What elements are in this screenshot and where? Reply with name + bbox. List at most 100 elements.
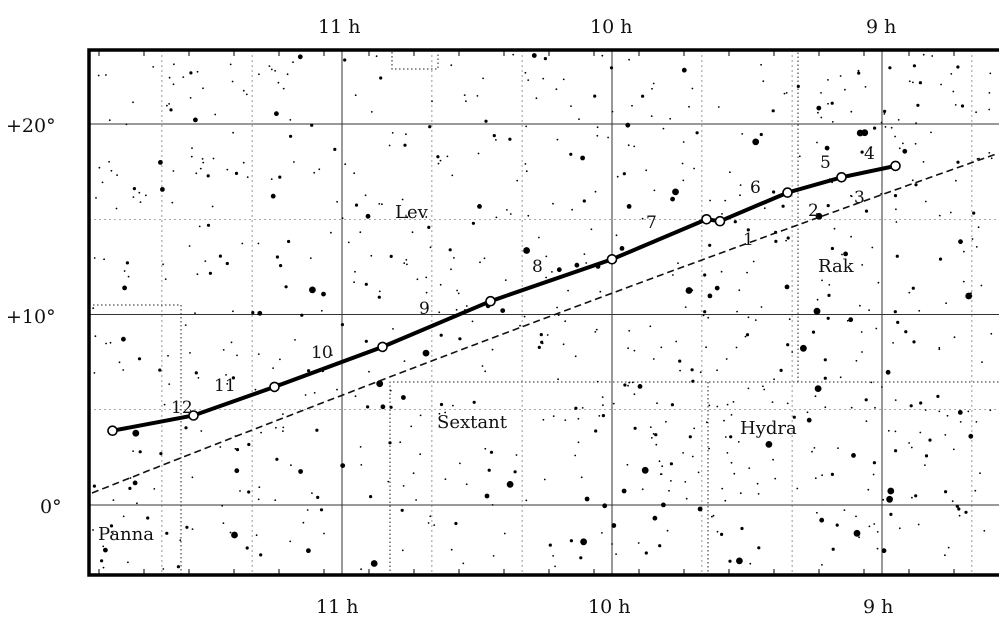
star xyxy=(858,536,860,539)
star xyxy=(861,264,864,266)
star xyxy=(976,158,979,160)
star xyxy=(855,515,857,518)
star xyxy=(436,155,440,159)
star xyxy=(590,228,593,231)
star xyxy=(275,255,279,259)
star xyxy=(679,369,681,372)
star xyxy=(582,199,586,203)
star xyxy=(894,449,898,453)
star xyxy=(153,488,156,490)
star xyxy=(551,271,553,273)
star xyxy=(579,556,583,560)
star xyxy=(670,196,675,202)
star xyxy=(111,532,114,535)
star xyxy=(681,67,687,73)
star xyxy=(219,446,222,448)
star xyxy=(402,485,405,487)
star xyxy=(813,307,821,315)
star xyxy=(487,468,491,472)
star xyxy=(910,446,913,449)
star xyxy=(682,452,684,454)
star xyxy=(495,139,497,141)
star xyxy=(747,316,750,319)
star xyxy=(543,57,548,61)
star xyxy=(748,467,751,469)
star xyxy=(739,184,742,187)
star xyxy=(132,196,135,199)
star xyxy=(880,121,883,124)
star xyxy=(195,172,198,175)
star xyxy=(569,152,573,156)
star xyxy=(641,94,645,98)
star xyxy=(709,199,711,202)
star xyxy=(623,383,627,387)
star xyxy=(577,441,580,444)
star xyxy=(463,94,466,96)
star xyxy=(340,463,346,468)
star xyxy=(774,477,777,480)
star xyxy=(652,358,655,360)
star xyxy=(800,344,807,352)
star xyxy=(245,93,248,96)
star xyxy=(98,166,101,169)
star xyxy=(400,508,404,512)
star xyxy=(389,254,393,258)
star xyxy=(93,372,96,374)
star xyxy=(908,291,911,294)
star xyxy=(370,111,373,113)
star xyxy=(611,110,614,113)
star xyxy=(720,532,724,537)
star xyxy=(425,216,428,218)
star xyxy=(830,101,834,105)
track-point xyxy=(890,160,901,172)
star xyxy=(444,478,447,480)
star xyxy=(772,190,776,194)
star xyxy=(915,122,917,125)
star xyxy=(564,320,567,323)
star xyxy=(330,354,333,356)
boundary-sextant xyxy=(389,381,999,575)
constellation-label-sextant: Sextant xyxy=(437,412,508,433)
star xyxy=(306,509,309,511)
star xyxy=(756,482,759,485)
star xyxy=(860,150,864,154)
star xyxy=(176,565,180,569)
star xyxy=(145,194,147,197)
star xyxy=(166,104,168,107)
star xyxy=(353,281,355,284)
star xyxy=(853,529,861,537)
star xyxy=(437,162,440,165)
star xyxy=(182,76,185,78)
date-label-10: 10 xyxy=(311,343,333,363)
star xyxy=(990,332,993,335)
star xyxy=(259,553,263,557)
star xyxy=(953,336,956,339)
star xyxy=(184,324,187,326)
star xyxy=(422,349,430,357)
star xyxy=(483,257,486,260)
star xyxy=(552,415,555,417)
star xyxy=(419,453,422,456)
star xyxy=(699,371,702,374)
star xyxy=(268,65,271,67)
star xyxy=(864,209,869,213)
track-point xyxy=(107,425,118,437)
star xyxy=(887,487,895,495)
star xyxy=(438,412,441,415)
star xyxy=(284,285,288,289)
star xyxy=(462,562,465,565)
star xyxy=(225,261,229,266)
star xyxy=(816,105,822,111)
ra-bottom-label-11h: 11 h xyxy=(316,596,358,618)
star xyxy=(697,471,700,474)
star xyxy=(729,171,731,174)
star xyxy=(944,434,947,436)
star xyxy=(360,568,362,571)
star xyxy=(675,340,678,343)
star xyxy=(628,381,631,384)
star xyxy=(315,428,319,432)
star xyxy=(495,216,498,219)
star xyxy=(602,404,604,407)
star xyxy=(359,446,362,448)
star xyxy=(132,429,140,437)
